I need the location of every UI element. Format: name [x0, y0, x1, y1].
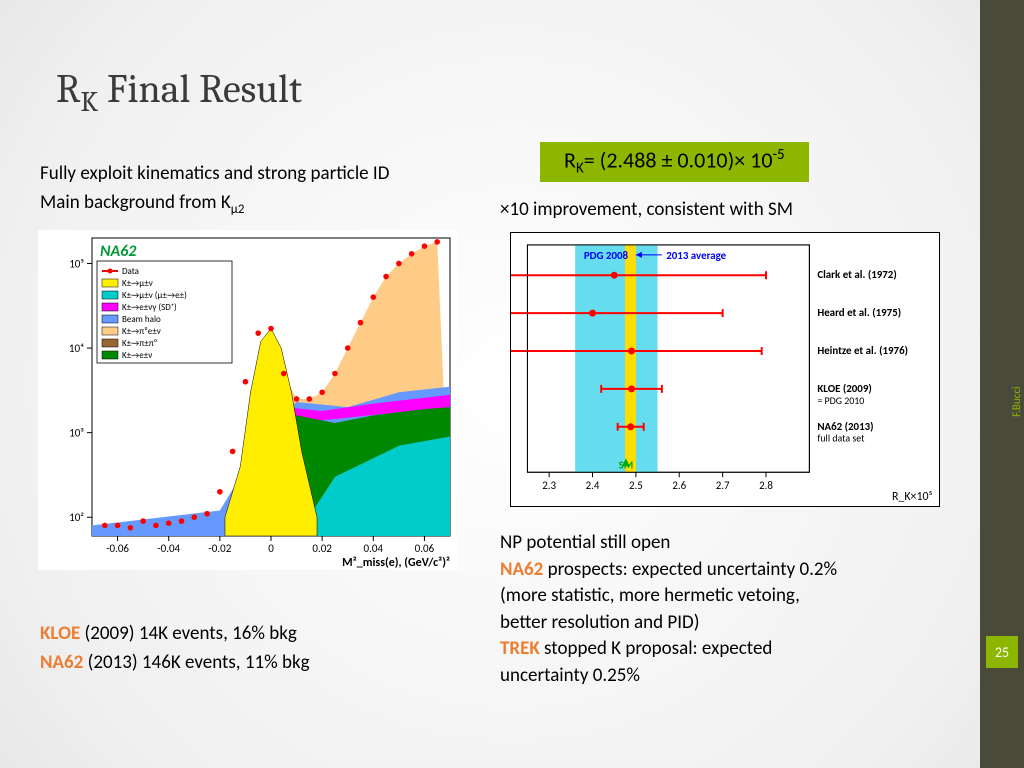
svg-text:2013 average: 2013 average: [666, 249, 726, 262]
svg-text:NA62 (2013): NA62 (2013): [817, 420, 873, 433]
svg-text:10⁴: 10⁴: [69, 342, 84, 355]
svg-text:K±→π⁰e±ν: K±→π⁰e±ν: [122, 326, 161, 337]
svg-text:10⁵: 10⁵: [69, 257, 84, 270]
left-description: Fully exploit kinematics and strong part…: [40, 160, 389, 219]
page-number: 25: [986, 636, 1018, 668]
svg-text:10³: 10³: [69, 427, 84, 440]
svg-text:10²: 10²: [69, 511, 84, 524]
result-highlight: RK= (2.488 ± 0.010)× 10-5: [540, 142, 809, 182]
svg-text:M²_miss(e), (GeV/c²)²: M²_miss(e), (GeV/c²)²: [342, 556, 450, 570]
svg-text:0: 0: [268, 542, 274, 555]
svg-text:2.7: 2.7: [716, 479, 730, 492]
prospects-text: NP potential still open NA62 prospects: …: [500, 530, 980, 690]
svg-text:2.3: 2.3: [542, 479, 556, 492]
histogram-chart: -0.06 -0.04 -0.02 0 0.02 0.04 0.06 10² 10³ 10⁴ 10⁵…: [38, 230, 458, 570]
slide-title: RK Final Result: [56, 66, 302, 118]
svg-text:-0.02: -0.02: [208, 542, 231, 555]
svg-text:Clark et al. (1972): Clark et al. (1972): [817, 268, 896, 281]
svg-text:2.6: 2.6: [672, 479, 686, 492]
svg-text:K±→e±ν: K±→e±ν: [122, 350, 152, 361]
svg-text:2.4: 2.4: [586, 479, 600, 492]
svg-text:K±→e±νγ (SD⁺): K±→e±νγ (SD⁺): [122, 302, 177, 313]
svg-text:NA62: NA62: [100, 242, 137, 261]
svg-text:2.8: 2.8: [759, 479, 773, 492]
svg-text:Heintze et al. (1976): Heintze et al. (1976): [817, 344, 908, 357]
svg-text:K±→π±π⁰: K±→π±π⁰: [122, 338, 157, 349]
svg-text:2.5: 2.5: [629, 479, 643, 492]
svg-text:KLOE (2009): KLOE (2009): [817, 382, 871, 395]
author-label: F.Bucci: [1010, 387, 1023, 417]
na62-label: NA62: [40, 651, 83, 674]
svg-text:-0.04: -0.04: [157, 542, 180, 555]
svg-text:K±→μ±ν (μ±→e±): K±→μ±ν (μ±→e±): [122, 290, 187, 301]
kloe-label: KLOE: [40, 622, 80, 645]
events-summary: KLOE (2009) 14K events, 16% bkg NA62 (20…: [40, 620, 310, 677]
sidebar: F.Bucci 25: [980, 0, 1024, 768]
comparison-chart: PDG 2008 2013 average Clark et al. (1972) H…: [510, 232, 940, 507]
svg-text:K±→μ±ν: K±→μ±ν: [122, 278, 153, 289]
svg-text:0.06: 0.06: [415, 542, 435, 555]
svg-text:= PDG 2010: = PDG 2010: [817, 395, 864, 407]
svg-text:PDG 2008: PDG 2008: [584, 249, 629, 262]
svg-text:-0.06: -0.06: [106, 542, 129, 555]
svg-text:Data: Data: [122, 266, 139, 277]
svg-text:Heard et al. (1975): Heard et al. (1975): [817, 306, 901, 319]
svg-text:Beam halo: Beam halo: [122, 314, 161, 325]
improvement-text: ×10 improvement, consistent with SM: [500, 198, 793, 221]
svg-text:0.04: 0.04: [364, 542, 384, 555]
svg-text:R_K×10⁵: R_K×10⁵: [892, 490, 933, 504]
svg-text:0.02: 0.02: [312, 542, 332, 555]
svg-text:full data set: full data set: [817, 433, 865, 445]
